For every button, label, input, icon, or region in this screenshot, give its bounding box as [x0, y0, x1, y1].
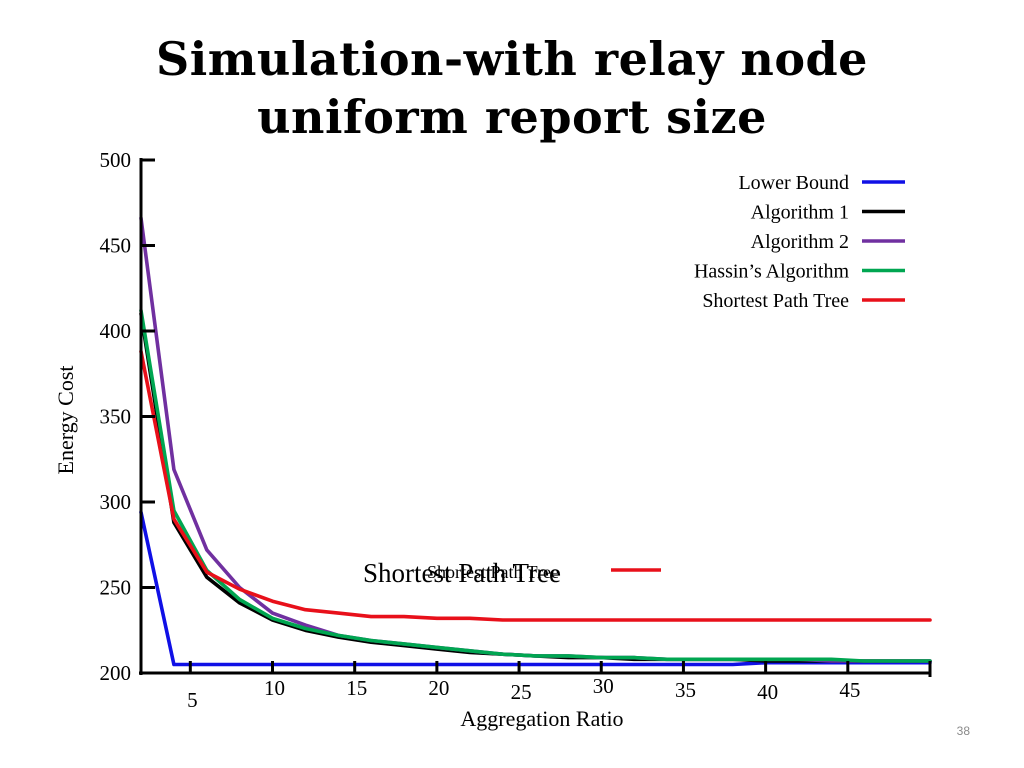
title-line-1: Simulation-with relay node [156, 32, 868, 86]
x-axis-label: Aggregation Ratio [460, 706, 623, 731]
title-line-2: uniform report size [257, 90, 767, 144]
y-tick-label: 250 [100, 576, 132, 600]
x-tick-label: 5 [187, 688, 198, 712]
x-tick-label: 35 [675, 678, 696, 702]
y-axis-label: Energy Cost [53, 366, 78, 475]
floating-label-large: Shortest Path Tree [363, 558, 561, 588]
x-tick-label: 15 [346, 676, 367, 700]
legend-label-shortest-path-tree: Shortest Path Tree [702, 290, 849, 312]
y-tick-label: 500 [100, 148, 132, 172]
legend-label-hassin-s-algorithm: Hassin’s Algorithm [694, 261, 849, 283]
x-tick-label: 10 [264, 676, 285, 700]
y-tick-label: 400 [100, 319, 132, 343]
floating-label-small: Shortest Path Tree [427, 562, 559, 582]
series-line-hassin-s-algorithm [139, 308, 932, 663]
y-tick-label: 350 [100, 405, 132, 429]
legend-label-lower-bound: Lower Bound [738, 172, 849, 194]
y-tick-label: 300 [100, 490, 132, 514]
y-tick-label: 450 [100, 234, 132, 258]
x-tick-label: 20 [428, 676, 449, 700]
x-tick-label: 45 [839, 678, 860, 702]
x-tick-label: 25 [511, 680, 532, 704]
slide-number: 38 [956, 724, 970, 738]
series-line-shortest-path-tree [139, 349, 932, 622]
series-line-lower-bound [139, 510, 932, 667]
y-tick-label: 200 [100, 661, 132, 685]
x-tick-label: 40 [757, 680, 778, 704]
x-tick-label: 30 [593, 674, 614, 698]
slide-title: Simulation-with relay node uniform repor… [0, 30, 1024, 146]
legend-label-algorithm-1: Algorithm 1 [751, 202, 849, 224]
legend-label-algorithm-2: Algorithm 2 [751, 231, 849, 253]
